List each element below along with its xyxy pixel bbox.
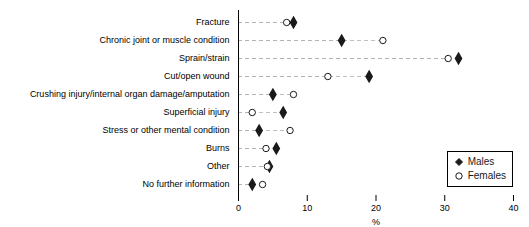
svg-text:Stress or other mental conditi: Stress or other mental condition <box>102 125 229 135</box>
svg-text:Sprain/strain: Sprain/strain <box>179 53 230 63</box>
svg-text:Chronic joint or muscle condit: Chronic joint or muscle condition <box>99 35 229 45</box>
svg-text:Crushing injury/internal organ: Crushing injury/internal organ damage/am… <box>30 89 230 99</box>
svg-text:30: 30 <box>440 203 450 213</box>
svg-text:Superficial injury: Superficial injury <box>163 107 230 117</box>
svg-text:20: 20 <box>371 203 381 213</box>
svg-text:Cut/open wound: Cut/open wound <box>164 71 230 81</box>
svg-text:10: 10 <box>302 203 312 213</box>
svg-text:Fracture: Fracture <box>196 17 230 27</box>
svg-text:Burns: Burns <box>206 143 230 153</box>
html-text:Males: Males <box>467 156 495 167</box>
svg-text:Other: Other <box>207 161 230 171</box>
svg-text:0: 0 <box>236 203 241 213</box>
svg-text:40: 40 <box>508 203 518 213</box>
html-text:Females: Females <box>467 170 506 181</box>
svg-text:No further information: No further information <box>142 179 229 189</box>
svg-text:%: % <box>372 217 380 227</box>
